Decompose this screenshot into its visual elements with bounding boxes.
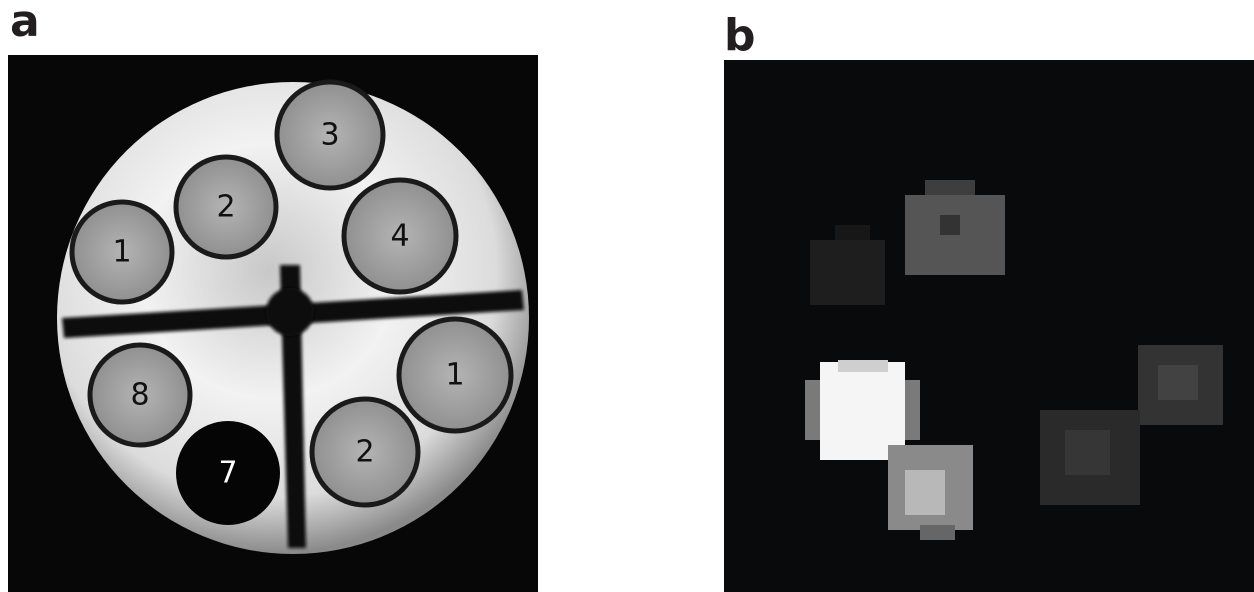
panel-a-image: 3 2 1 4 8 1 7 2 [8, 55, 538, 592]
tube-label: 2 [355, 435, 374, 470]
tube-label: 7 [218, 456, 237, 491]
signal-spot [1158, 365, 1198, 400]
panel-label: a [10, 0, 40, 47]
signal-spot [838, 360, 888, 372]
tube-label: 3 [320, 118, 339, 153]
image-background [724, 60, 1254, 592]
panel-label: b [724, 10, 756, 61]
signal-spot [835, 225, 870, 240]
signal-spot [810, 240, 885, 305]
divider-center [266, 288, 314, 336]
tube-label: 8 [130, 378, 149, 413]
tube-label: 4 [390, 219, 409, 254]
signal-spot [940, 215, 960, 235]
figure: a b 3 2 1 4 8 1 7 2 [0, 0, 1254, 592]
tube-label: 2 [216, 190, 235, 225]
signal-spot [925, 180, 975, 195]
tube-label: 1 [445, 358, 464, 393]
signal-spot [920, 525, 955, 540]
signal-spot [905, 470, 945, 515]
panel-b-image [724, 60, 1254, 592]
page: a b 32148172 (() => { con [0, 0, 1254, 592]
signal-spot [1065, 430, 1110, 475]
tube-label: 1 [112, 235, 131, 270]
